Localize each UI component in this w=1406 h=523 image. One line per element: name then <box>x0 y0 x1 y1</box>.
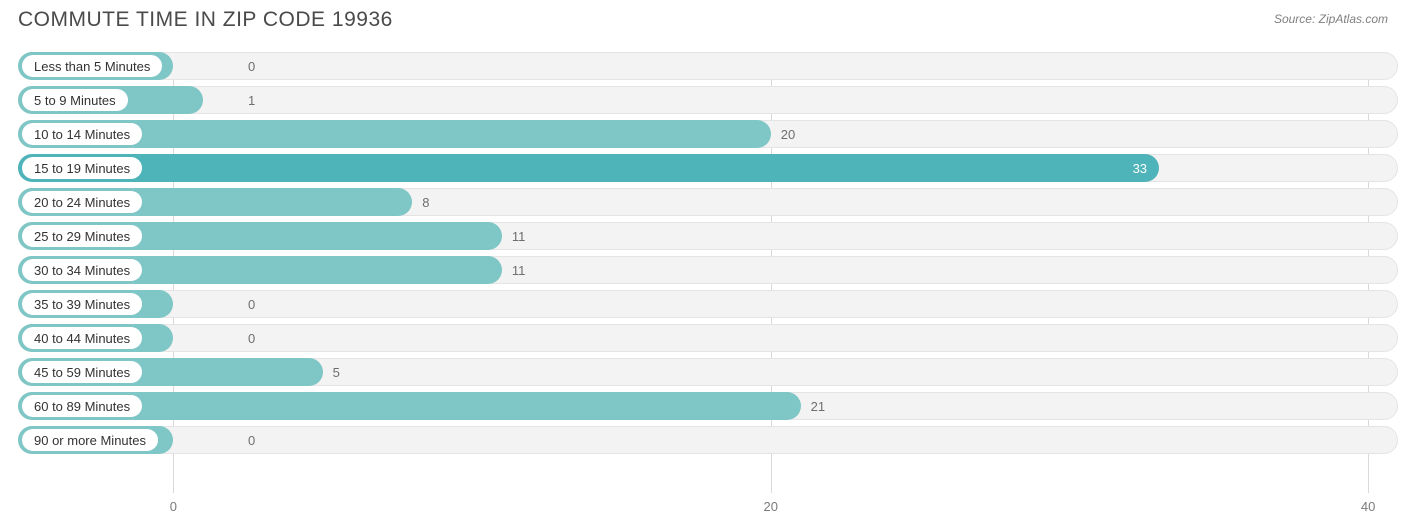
bar-value: 11 <box>512 222 526 250</box>
chart-header: COMMUTE TIME IN ZIP CODE 19936 Source: Z… <box>0 0 1406 32</box>
bar-row: 90 or more Minutes 0 <box>18 426 1398 454</box>
bar <box>18 154 1159 182</box>
bar-row: 10 to 14 Minutes 20 <box>18 120 1398 148</box>
bar-row: 15 to 19 Minutes 33 <box>18 154 1398 182</box>
bar-track <box>18 52 1398 80</box>
bar-value: 0 <box>248 324 255 352</box>
bar-value: 21 <box>811 392 825 420</box>
bar-track <box>18 426 1398 454</box>
bar-row: Less than 5 Minutes 0 <box>18 52 1398 80</box>
bar-label-pill: 30 to 34 Minutes <box>22 259 142 281</box>
bar-value: 1 <box>248 86 255 114</box>
bar-label-pill: 20 to 24 Minutes <box>22 191 142 213</box>
bar-track <box>18 290 1398 318</box>
x-axis-tick-label: 40 <box>1361 499 1375 514</box>
bar-row: 35 to 39 Minutes 0 <box>18 290 1398 318</box>
bar-row: 30 to 34 Minutes 11 <box>18 256 1398 284</box>
bar-value: 0 <box>248 426 255 454</box>
chart-plot-area: Less than 5 Minutes 0 5 to 9 Minutes 1 10 to… <box>18 52 1398 493</box>
bar-row: 25 to 29 Minutes 11 <box>18 222 1398 250</box>
bar-value: 8 <box>422 188 429 216</box>
x-axis-tick-label: 0 <box>170 499 177 514</box>
bar-value: 11 <box>512 256 526 284</box>
bar-label-pill: 25 to 29 Minutes <box>22 225 142 247</box>
x-axis-tick-label: 20 <box>763 499 777 514</box>
chart-source: Source: ZipAtlas.com <box>1274 8 1388 26</box>
bar-label-pill: 60 to 89 Minutes <box>22 395 142 417</box>
bar-label-pill: 40 to 44 Minutes <box>22 327 142 349</box>
bar-value: 33 <box>1133 154 1147 182</box>
bar-row: 5 to 9 Minutes 1 <box>18 86 1398 114</box>
bar-label-pill: Less than 5 Minutes <box>22 55 162 77</box>
bar-row: 60 to 89 Minutes 21 <box>18 392 1398 420</box>
bar-track <box>18 324 1398 352</box>
x-axis: 0 20 40 <box>18 499 1398 517</box>
bar-value: 0 <box>248 290 255 318</box>
bar-label-pill: 5 to 9 Minutes <box>22 89 128 111</box>
bar-label-pill: 15 to 19 Minutes <box>22 157 142 179</box>
bar-label-pill: 10 to 14 Minutes <box>22 123 142 145</box>
bar-value: 0 <box>248 52 255 80</box>
bar-rows: Less than 5 Minutes 0 5 to 9 Minutes 1 10 to… <box>18 52 1398 493</box>
bar-track <box>18 86 1398 114</box>
bar-label-pill: 45 to 59 Minutes <box>22 361 142 383</box>
bar-label-pill: 35 to 39 Minutes <box>22 293 142 315</box>
chart-title: COMMUTE TIME IN ZIP CODE 19936 <box>18 8 393 32</box>
bar-value: 5 <box>333 358 340 386</box>
bar-label-pill: 90 or more Minutes <box>22 429 158 451</box>
bar-row: 45 to 59 Minutes 5 <box>18 358 1398 386</box>
bar-row: 20 to 24 Minutes 8 <box>18 188 1398 216</box>
bar-row: 40 to 44 Minutes 0 <box>18 324 1398 352</box>
bar-value: 20 <box>781 120 795 148</box>
